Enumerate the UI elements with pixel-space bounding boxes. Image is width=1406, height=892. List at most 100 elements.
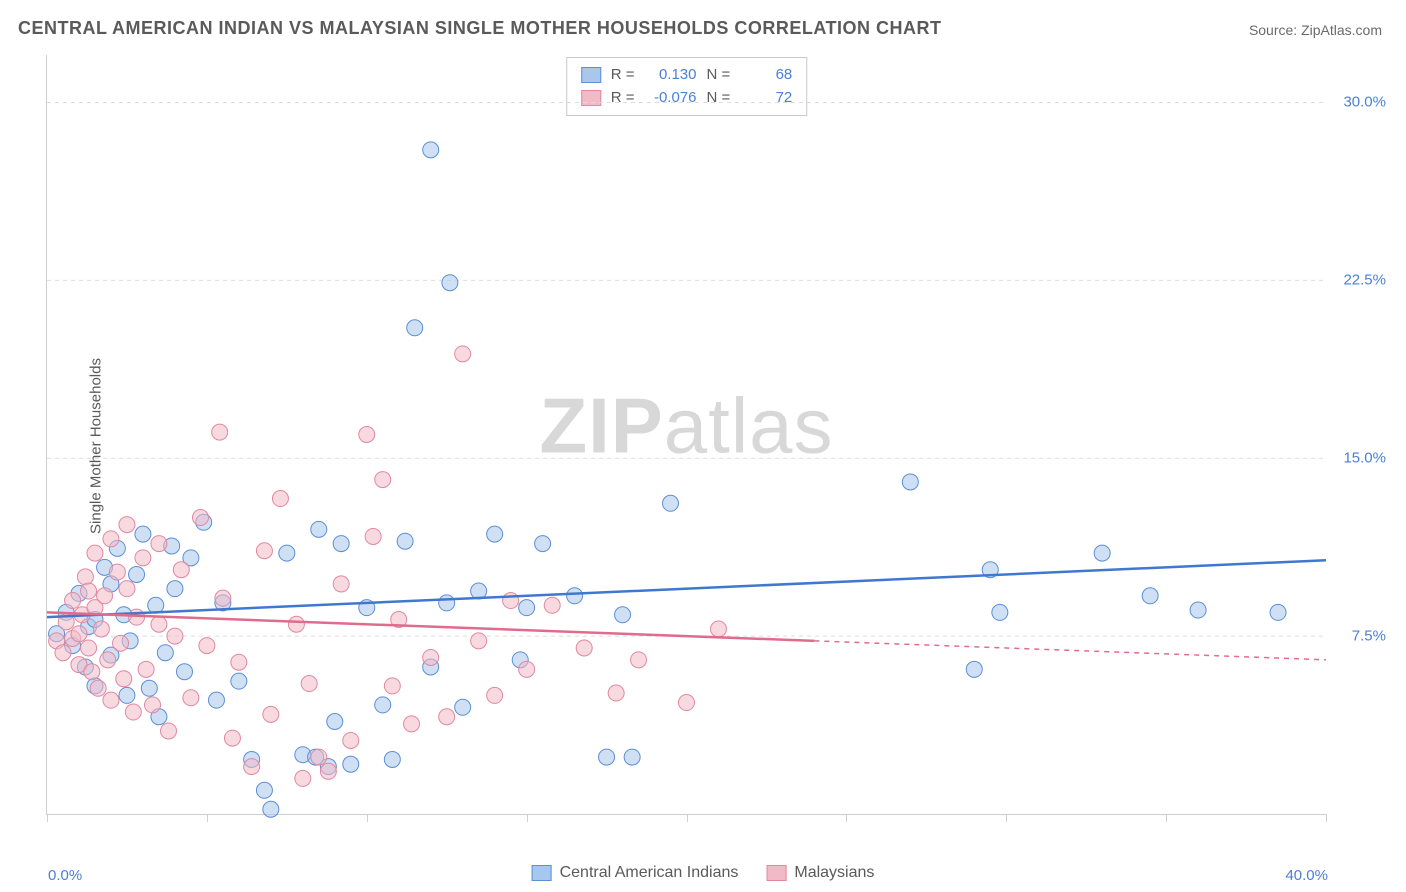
x-axis-label-min: 0.0% [48,867,82,884]
data-point [384,751,400,767]
data-point [1142,588,1158,604]
data-point [902,474,918,490]
data-point [215,590,231,606]
data-point [407,320,423,336]
data-point [272,491,288,507]
x-tick [846,814,847,822]
data-point [343,756,359,772]
x-tick [367,814,368,822]
legend-item-0: Central American Indians [532,864,739,882]
data-point [343,732,359,748]
data-point [320,763,336,779]
data-point [129,566,145,582]
data-point [135,526,151,542]
data-point [244,759,260,775]
data-point [333,576,349,592]
data-point [327,713,343,729]
plot-area: ZIPatlas R = 0.130 N = 68 R = -0.076 N =… [46,55,1326,815]
data-point [608,685,624,701]
data-point [365,528,381,544]
data-point [183,690,199,706]
data-point [256,782,272,798]
data-point [439,595,455,611]
data-point [1190,602,1206,618]
data-point [135,550,151,566]
data-point [161,723,177,739]
y-tick-label: 22.5% [1343,272,1386,289]
data-point [631,652,647,668]
data-point [311,521,327,537]
data-point [145,697,161,713]
data-point [442,275,458,291]
data-point [384,678,400,694]
data-point [301,676,317,692]
data-point [375,472,391,488]
data-point [125,704,141,720]
data-point [576,640,592,656]
source-attribution: Source: ZipAtlas.com [1249,22,1382,38]
legend-swatch-0 [532,865,552,881]
data-point [487,526,503,542]
data-point [1094,545,1110,561]
data-point [295,770,311,786]
data-point [81,583,97,599]
bottom-legend: Central American Indians Malaysians [532,864,875,882]
data-point [87,545,103,561]
data-point [224,730,240,746]
x-tick [47,814,48,822]
data-point [231,654,247,670]
x-tick [1326,814,1327,822]
data-point [663,495,679,511]
data-point [167,628,183,644]
data-point [966,661,982,677]
legend-label-0: Central American Indians [560,864,739,882]
data-point [503,593,519,609]
data-point [397,533,413,549]
data-point [84,664,100,680]
data-point [151,536,167,552]
data-point [1270,604,1286,620]
data-point [116,671,132,687]
chart-svg [47,55,1326,814]
x-tick [527,814,528,822]
data-point [119,581,135,597]
data-point [487,687,503,703]
legend-item-1: Malaysians [766,864,874,882]
data-point [199,638,215,654]
data-point [992,604,1008,620]
data-point [113,635,129,651]
data-point [109,564,125,580]
data-point [192,510,208,526]
data-point [212,424,228,440]
data-point [423,649,439,665]
chart-title: CENTRAL AMERICAN INDIAN VS MALAYSIAN SIN… [18,18,942,39]
data-point [263,801,279,817]
data-point [519,600,535,616]
data-point [599,749,615,765]
data-point [141,680,157,696]
data-point [455,699,471,715]
data-point [471,633,487,649]
data-point [439,709,455,725]
data-point [333,536,349,552]
x-tick [1166,814,1167,822]
data-point [519,661,535,677]
data-point [359,427,375,443]
data-point [65,593,81,609]
data-point [679,695,695,711]
data-point [176,664,192,680]
x-tick [207,814,208,822]
y-tick-label: 7.5% [1352,628,1386,645]
data-point [103,692,119,708]
data-point [279,545,295,561]
x-tick [1006,814,1007,822]
legend-swatch-1 [766,865,786,881]
data-point [100,652,116,668]
y-tick-label: 30.0% [1343,94,1386,111]
data-point [157,645,173,661]
trend-line [47,560,1326,617]
x-tick [687,814,688,822]
x-axis-label-max: 40.0% [1285,867,1328,884]
data-point [311,749,327,765]
data-point [81,640,97,656]
